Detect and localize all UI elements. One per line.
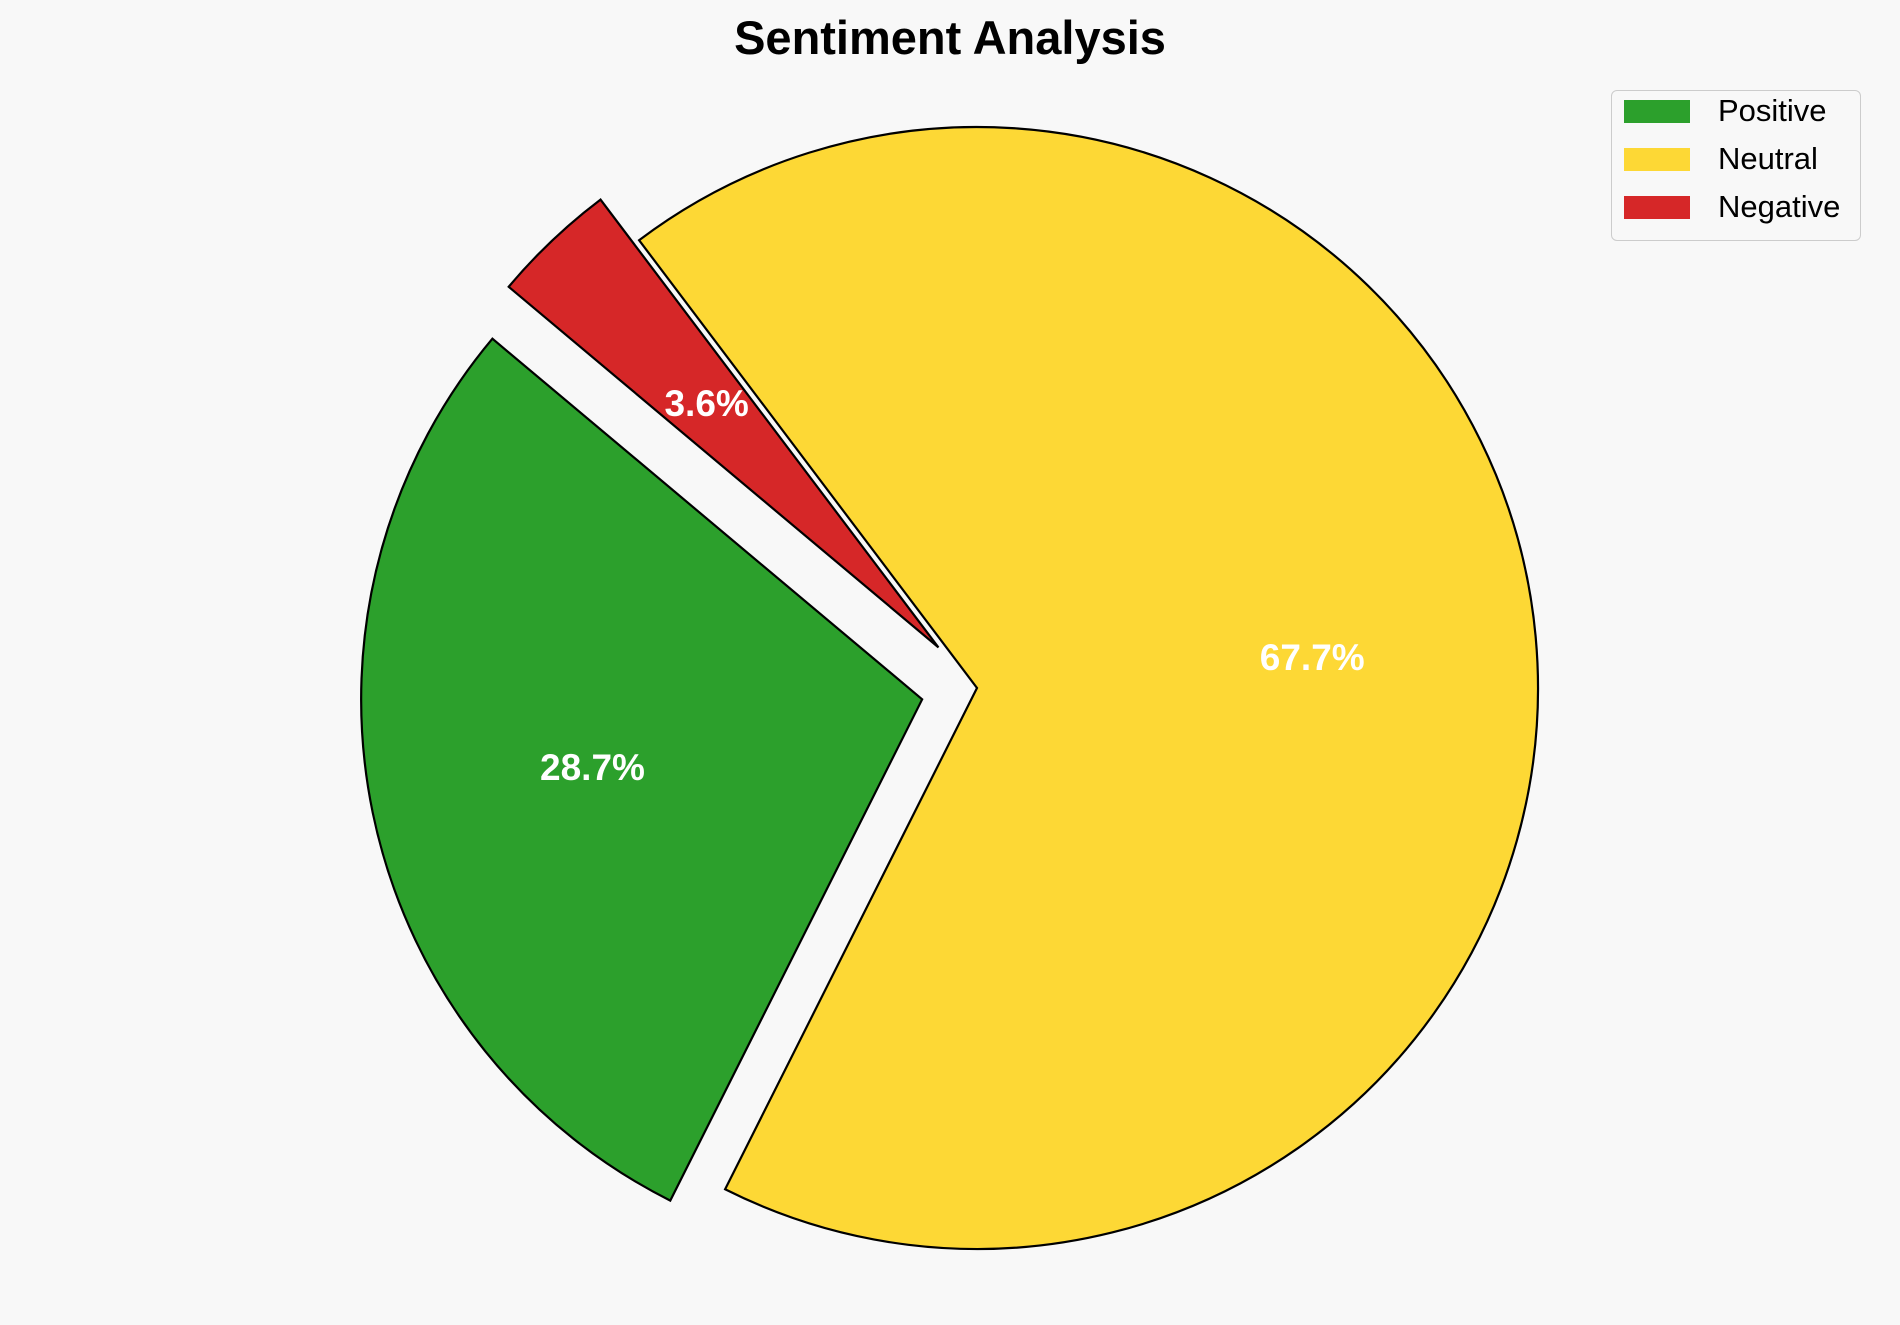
pie-label-positive: 28.7% xyxy=(540,747,645,788)
pie-slice-positive xyxy=(360,337,924,1203)
pie-label-neutral: 67.7% xyxy=(1260,637,1365,678)
legend-swatch-negative xyxy=(1624,195,1690,219)
legend: Negative Neutral Positive xyxy=(1611,90,1861,241)
legend-label-positive: Positive xyxy=(1718,93,1827,128)
chart-title: Sentiment Analysis xyxy=(734,11,1166,64)
legend-label-negative: Negative xyxy=(1718,189,1841,224)
legend-label-neutral: Neutral xyxy=(1718,141,1818,176)
pie-slice-negative xyxy=(507,198,940,649)
legend-swatch-positive xyxy=(1624,99,1690,123)
pie-slice-neutral xyxy=(637,125,1540,1251)
legend-item-negative: Negative xyxy=(1624,189,1840,225)
legend-item-positive: Positive xyxy=(1624,93,1827,129)
legend-swatch-neutral xyxy=(1624,147,1690,171)
pie-label-negative: 3.6% xyxy=(664,383,748,424)
legend-item-neutral: Neutral xyxy=(1624,141,1818,177)
